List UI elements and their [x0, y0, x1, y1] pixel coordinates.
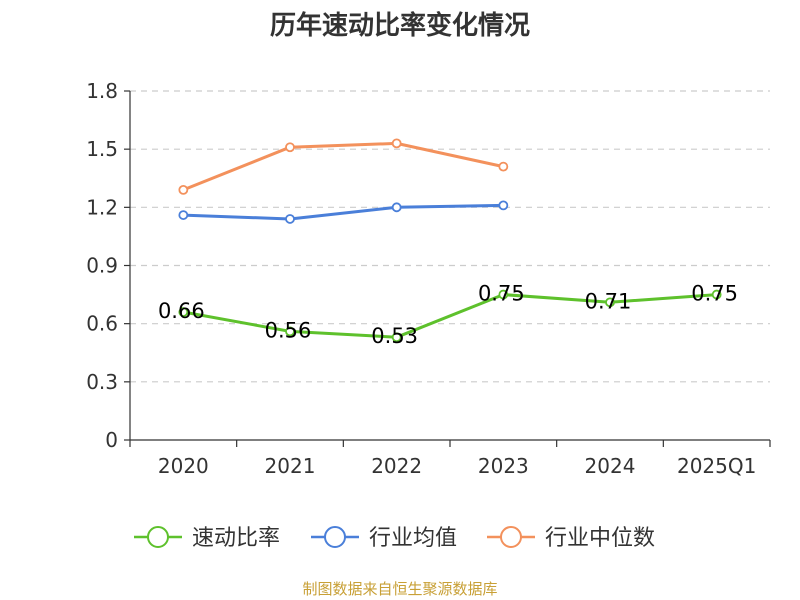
series-line [183, 203, 504, 221]
data-point[interactable] [605, 297, 615, 308]
data-point[interactable] [178, 210, 189, 220]
data-point[interactable] [391, 202, 402, 213]
data-point[interactable] [498, 289, 509, 300]
y-tick-label: 0.6 [86, 312, 118, 336]
series-line [183, 293, 717, 339]
x-tick-label: 2021 [265, 454, 316, 478]
x-tick-label: 2020 [158, 454, 209, 478]
data-label: 0.71 [585, 289, 632, 313]
data-labels: 0.66 0.56 0.53 0.75 0.71 0.75 [158, 282, 738, 349]
x-axis-ticks: 2020 2021 2022 2023 2024 2025Q1 [129, 440, 771, 478]
series-0 [178, 289, 722, 343]
data-label: 0.66 [158, 299, 205, 323]
source-note: 制图数据来自恒生聚源数据库 [302, 580, 497, 598]
grid [130, 90, 770, 383]
y-tick-label: 0.9 [86, 254, 118, 278]
x-tick-label: 2024 [585, 454, 636, 478]
data-point[interactable] [178, 307, 189, 317]
data-point[interactable] [391, 332, 402, 343]
data-point[interactable] [178, 184, 189, 195]
data-point[interactable] [391, 138, 402, 149]
y-tick-label: 1.8 [86, 79, 118, 103]
data-point[interactable] [711, 289, 722, 300]
legend-marker [500, 526, 522, 548]
data-label: 0.56 [265, 318, 312, 342]
data-point[interactable] [285, 142, 295, 153]
legend-item-1[interactable]: 行业均值 [311, 526, 457, 551]
legend-label: 行业均值 [369, 526, 457, 551]
data-label: 0.53 [371, 324, 418, 348]
y-tick-label: 0.3 [86, 370, 118, 394]
series-1 [178, 200, 509, 224]
legend-item-2[interactable]: 行业中位数 [487, 526, 655, 551]
y-tick-label: 1.2 [86, 195, 118, 219]
legend-item-0[interactable]: 速动比率 [134, 526, 280, 551]
data-label: 0.75 [478, 282, 525, 306]
legend[interactable]: 速动比率 行业均值 行业中位数 [134, 526, 655, 551]
y-axis-ticks: 0 0.3 0.6 0.9 1.2 1.5 1.8 [86, 79, 130, 452]
y-tick-label: 0 [105, 428, 118, 452]
data-point[interactable] [498, 161, 509, 172]
y-tick-label: 1.5 [86, 137, 118, 161]
chart-title: 历年速动比率变化情况 [270, 10, 530, 41]
series-2 [178, 138, 509, 195]
series-line [182, 141, 504, 192]
x-tick-label: 2022 [371, 454, 422, 478]
data-label: 0.75 [691, 282, 738, 306]
legend-label: 行业中位数 [545, 526, 655, 551]
legend-label: 速动比率 [192, 526, 280, 551]
series-layer [178, 138, 722, 343]
legend-marker [324, 526, 346, 548]
x-tick-label: 2023 [478, 454, 529, 478]
data-point[interactable] [498, 200, 509, 211]
data-point[interactable] [285, 326, 295, 337]
legend-marker [147, 526, 169, 548]
data-point[interactable] [285, 214, 295, 224]
x-tick-label: 2025Q1 [677, 454, 756, 478]
